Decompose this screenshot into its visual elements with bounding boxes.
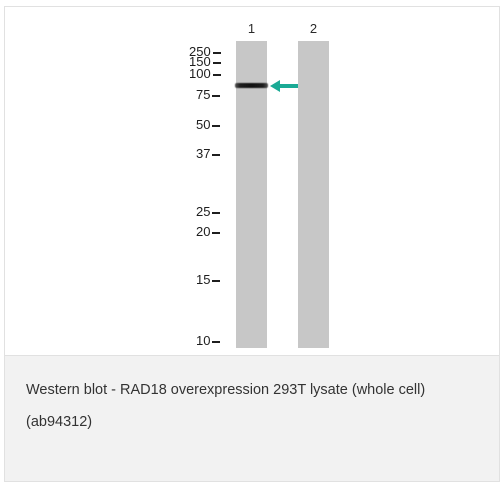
marker-37: 37: [196, 147, 221, 160]
lane-1: [236, 41, 267, 348]
protein-band: [235, 83, 268, 88]
western-blot-image[interactable]: 1 2 250 150 100 75 50 37 25 20 15 10: [5, 7, 499, 355]
marker-20: 20: [196, 225, 221, 238]
marker-25: 25: [196, 205, 221, 218]
marker-75: 75: [196, 88, 221, 101]
figure-card: 1 2 250 150 100 75 50 37 25 20 15 10 Wes…: [4, 6, 500, 482]
figure-caption: Western blot - RAD18 overexpression 293T…: [5, 355, 499, 481]
lane-label-1: 1: [247, 21, 256, 36]
lane-label-2: 2: [309, 21, 318, 36]
marker-100: 100: [189, 67, 221, 80]
marker-250: 250: [189, 45, 221, 58]
marker-50: 50: [196, 118, 221, 131]
marker-10: 10: [196, 334, 221, 347]
lane-2: [298, 41, 329, 348]
marker-15: 15: [196, 273, 221, 286]
band-arrow-icon: [270, 80, 298, 92]
marker-150: 150: [189, 55, 221, 68]
